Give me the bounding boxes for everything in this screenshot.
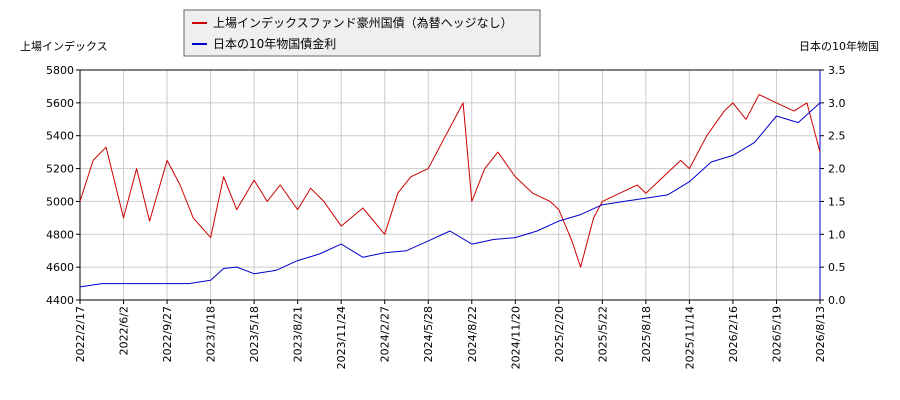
grid	[79, 69, 821, 301]
x-tick-label: 2022/6/2	[118, 306, 131, 355]
series-line-0	[79, 94, 821, 268]
x-tick-label: 2024/8/22	[466, 306, 479, 362]
x-tick-label: 2023/5/18	[248, 306, 261, 362]
x-tick-label: 2025/8/18	[640, 306, 653, 362]
x-tick-label: 2022/2/17	[74, 306, 87, 362]
x-tick-label: 2024/2/27	[379, 306, 392, 362]
x-tick-label: 2025/11/14	[683, 306, 696, 369]
right-tick-label: 1.5	[828, 195, 846, 208]
left-tick-label: 4600	[46, 261, 74, 274]
left-tick-label: 5800	[46, 64, 74, 77]
x-tick-label: 2025/2/20	[553, 306, 566, 362]
x-tick-label: 2023/8/21	[292, 306, 305, 362]
right-axis-title: 日本の10年物国	[799, 39, 879, 53]
legend-box	[183, 9, 541, 57]
x-tick-label: 2026/8/13	[814, 306, 827, 362]
x-tick-label: 2026/5/19	[770, 306, 783, 362]
x-tick-label: 2022/9/27	[161, 306, 174, 362]
right-tick-label: 2.5	[828, 130, 846, 143]
right-axis: 0.0 0.5 1.0 1.5 2.0 2.5 3.0 3.5	[819, 64, 846, 307]
series-line-1	[79, 102, 821, 288]
right-tick-label: 0.0	[828, 294, 846, 307]
right-tick-label: 1.0	[828, 228, 846, 241]
x-axis: 2022/2/17 2022/6/2 2022/9/27 2023/1/18 2023/…	[74, 300, 827, 369]
right-tick-label: 0.5	[828, 261, 846, 274]
right-tick-label: 2.0	[828, 163, 846, 176]
left-tick-label: 5400	[46, 130, 74, 143]
x-tick-label: 2024/11/20	[509, 306, 522, 369]
left-tick-label: 4400	[46, 294, 74, 307]
x-tick-label: 2026/2/16	[727, 306, 740, 362]
legend-label-1: 日本の10年物国債金利	[213, 36, 336, 51]
x-tick-label: 2023/1/18	[205, 306, 218, 362]
left-tick-label: 5200	[46, 163, 74, 176]
left-tick-label: 5000	[46, 195, 74, 208]
x-tick-label: 2023/11/24	[335, 306, 348, 369]
x-tick-label: 2025/5/22	[596, 306, 609, 362]
left-tick-label: 4800	[46, 228, 74, 241]
left-axis-title: 上場インデックス	[20, 39, 108, 53]
x-tick-label: 2024/5/28	[422, 306, 435, 362]
right-tick-label: 3.0	[828, 97, 846, 110]
legend-label-0: 上場インデックスファンド豪州国債（為替ヘッジなし）	[213, 15, 513, 30]
legend: 上場インデックスファンド豪州国債（為替ヘッジなし） 日本の10年物国債金利	[183, 9, 541, 57]
right-tick-label: 3.5	[828, 64, 846, 77]
left-axis: 4400 4600 4800 5000 5200 5400 5600 5800	[46, 64, 80, 307]
series-layer	[79, 94, 821, 288]
left-tick-label: 5600	[46, 97, 74, 110]
